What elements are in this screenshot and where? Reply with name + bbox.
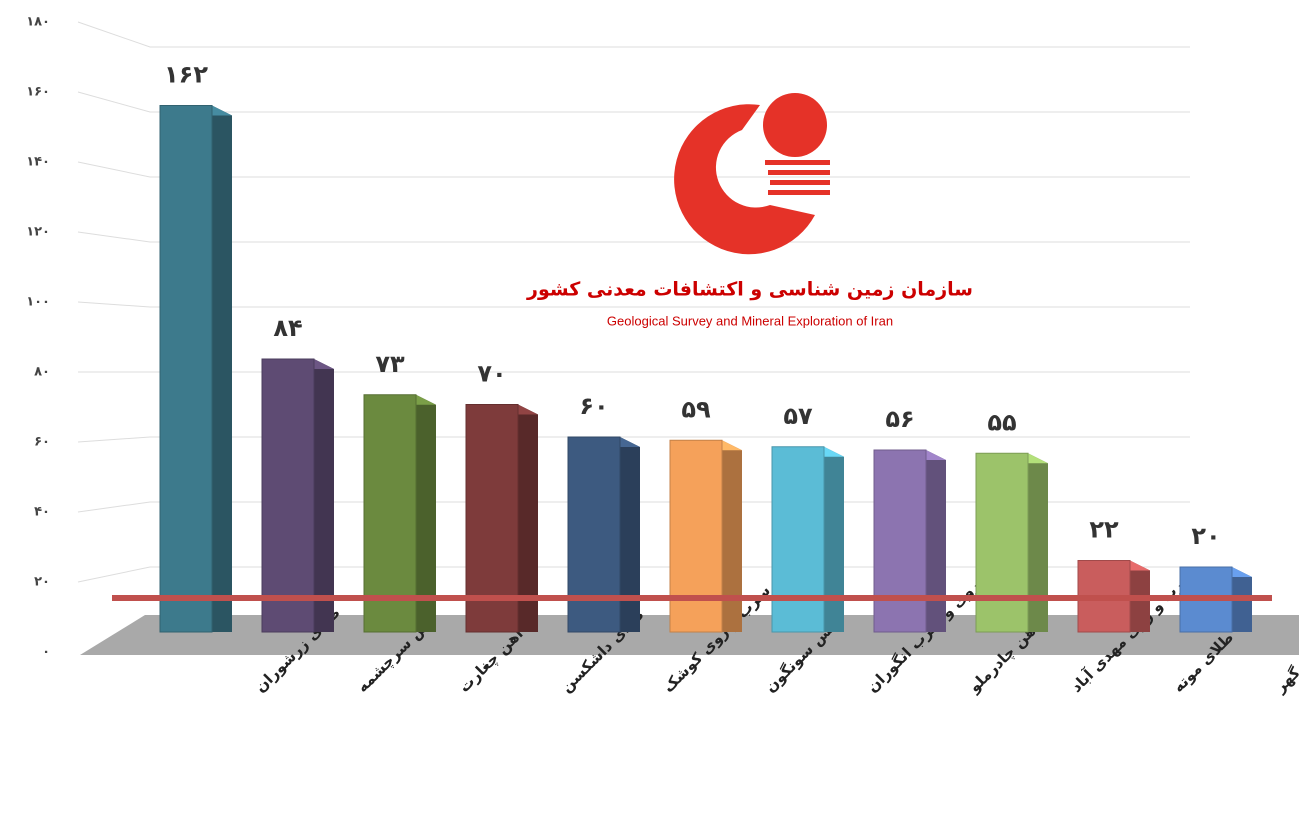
bar bbox=[873, 449, 927, 633]
grid-line bbox=[77, 21, 1190, 48]
bar bbox=[465, 404, 519, 633]
y-tick-label: ۰ bbox=[42, 645, 50, 660]
bar-side bbox=[212, 105, 232, 632]
logo-subtitle: Geological Survey and Mineral Exploratio… bbox=[607, 313, 893, 328]
value-label: ۶۰ bbox=[579, 392, 608, 420]
bar bbox=[669, 439, 723, 633]
bar bbox=[159, 105, 213, 633]
bar bbox=[567, 436, 621, 633]
y-tick-label: ۲۰ bbox=[34, 575, 50, 590]
value-label: ۱۶۲ bbox=[164, 61, 208, 89]
value-label: ۷۳ bbox=[375, 350, 405, 378]
logo-title: سازمان زمین شناسی و اکتشافات معدنی کشور bbox=[526, 279, 973, 301]
grid-line bbox=[77, 231, 1190, 243]
bar-side bbox=[518, 404, 538, 632]
grid-line bbox=[77, 301, 1190, 308]
value-label: ۸۴ bbox=[273, 314, 302, 342]
bar bbox=[975, 452, 1029, 633]
y-tick-label: ۴۰ bbox=[34, 505, 50, 520]
y-tick-label: ۱۰۰ bbox=[26, 295, 50, 310]
logo: سازمان زمین شناسی و اکتشافات معدنی کشور … bbox=[526, 93, 973, 328]
logo-ring bbox=[674, 104, 815, 255]
logo-stripe bbox=[768, 170, 830, 175]
bar bbox=[363, 394, 417, 633]
y-tick-label: ۱۲۰ bbox=[26, 225, 50, 240]
logo-stripe bbox=[768, 190, 830, 195]
bar-side bbox=[314, 359, 334, 632]
value-label: ۵۹ bbox=[681, 395, 711, 423]
value-label: ۵۷ bbox=[783, 402, 813, 430]
logo-stripe bbox=[765, 160, 830, 165]
logo-dot bbox=[763, 93, 827, 157]
y-tick-label: ۱۴۰ bbox=[26, 155, 50, 170]
logo-stripe bbox=[770, 180, 830, 185]
value-label: ۵۵ bbox=[987, 408, 1016, 436]
bar-side bbox=[722, 440, 742, 632]
y-tick-label: ۸۰ bbox=[34, 365, 50, 380]
grid-line bbox=[77, 161, 1190, 178]
value-label: ۵۶ bbox=[885, 405, 914, 433]
bar bbox=[261, 358, 315, 633]
grid-line bbox=[77, 91, 1190, 113]
grid-line bbox=[77, 436, 1190, 443]
value-label: ۲۲ bbox=[1089, 516, 1119, 544]
value-label: ۷۰ bbox=[477, 360, 506, 388]
y-tick-label: ۱۶۰ bbox=[26, 85, 50, 100]
value-label: ۲۰ bbox=[1191, 522, 1220, 550]
bar-side bbox=[620, 437, 640, 632]
bar-side bbox=[416, 394, 436, 632]
bar-side bbox=[1028, 453, 1048, 632]
bar-side bbox=[926, 450, 946, 632]
bar bbox=[771, 446, 825, 633]
y-tick-label: ۶۰ bbox=[34, 435, 50, 450]
y-tick-label: ۱۸۰ bbox=[26, 15, 50, 30]
bar-side bbox=[824, 446, 844, 632]
